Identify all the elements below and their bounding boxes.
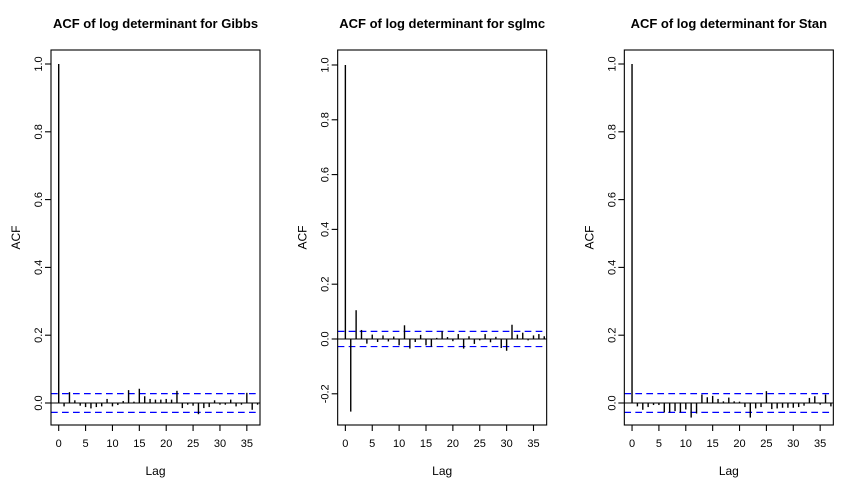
- x-tick-label: 20: [160, 438, 172, 450]
- x-axis-label: Lag: [145, 464, 165, 478]
- y-tick-label: 0.2: [606, 328, 618, 343]
- x-tick-label: 25: [760, 438, 772, 450]
- y-tick-label: 0.6: [320, 167, 332, 182]
- y-tick-label: 1.0: [33, 56, 45, 71]
- x-tick-label: 30: [787, 438, 799, 450]
- y-tick-label: 0.6: [33, 192, 45, 207]
- y-axis-label: ACF: [582, 226, 596, 250]
- acf-panel-stan: ACF of log determinant for Stan Lag ACF …: [582, 16, 834, 478]
- y-tick-label: 0.4: [33, 260, 45, 275]
- x-axis-label: Lag: [432, 464, 452, 478]
- x-tick-label: 20: [733, 438, 745, 450]
- x-tick-label: 25: [187, 438, 199, 450]
- x-tick-label: 25: [474, 438, 486, 450]
- x-tick-label: 0: [629, 438, 635, 450]
- x-tick-label: 30: [500, 438, 512, 450]
- y-tick-label: 1.0: [320, 57, 332, 72]
- y-tick-label: 0.2: [320, 277, 332, 292]
- y-tick-label: 0.8: [33, 124, 45, 139]
- x-tick-label: 30: [214, 438, 226, 450]
- panel-title: ACF of log determinant for sglmc: [339, 16, 545, 31]
- plot-box: [337, 49, 548, 426]
- plot-box: [50, 49, 261, 426]
- y-tick-label: 0.0: [606, 395, 618, 410]
- y-tick-label: 0.0: [33, 395, 45, 410]
- y-tick-label: 0.6: [606, 192, 618, 207]
- x-tick-label: 10: [680, 438, 692, 450]
- y-tick-label: 0.4: [320, 222, 332, 237]
- panel-title: ACF of log determinant for Gibbs: [53, 16, 258, 31]
- acf-panel-sglmc: ACF of log determinant for sglmc Lag ACF…: [296, 16, 548, 478]
- panel-title: ACF of log determinant for Stan: [631, 16, 828, 31]
- x-tick-label: 15: [133, 438, 145, 450]
- y-tick-label: -0.2: [320, 384, 332, 403]
- acf-bars: [58, 64, 259, 415]
- acf-bars: [344, 64, 545, 412]
- y-tick-label: 1.0: [606, 56, 618, 71]
- x-tick-label: 10: [393, 438, 405, 450]
- y-tick-label: 0.8: [606, 124, 618, 139]
- x-tick-label: 15: [420, 438, 432, 450]
- y-tick-label: 0.2: [33, 328, 45, 343]
- x-tick-label: 35: [814, 438, 826, 450]
- x-tick-label: 0: [342, 438, 348, 450]
- x-tick-label: 20: [447, 438, 459, 450]
- plot-area: 0 5 10 15 20 25 30 35 0.0 0.2 0.4 0.6 0.8 1.0: [606, 49, 834, 450]
- plot-area: 0 5 10 15 20 25 30 35 0.0 0.2 0.4 0.6 0.8 1.0: [33, 49, 261, 450]
- y-axis-label: ACF: [9, 226, 23, 250]
- x-tick-label: 15: [707, 438, 719, 450]
- plot-box: [623, 49, 834, 426]
- y-axis-label: ACF: [296, 226, 310, 250]
- y-tick-label: 0.4: [606, 260, 618, 275]
- acf-bars: [631, 64, 832, 418]
- plot-area: 0 5 10 15 20 25 30 35 -0.2 0.0 0.2 0.4 0.6 0.8 1.0: [320, 49, 548, 450]
- x-tick-label: 5: [656, 438, 662, 450]
- x-tick-label: 5: [83, 438, 89, 450]
- y-tick-label: 0.0: [320, 331, 332, 346]
- x-tick-label: 0: [56, 438, 62, 450]
- x-tick-label: 35: [527, 438, 539, 450]
- x-tick-label: 35: [241, 438, 253, 450]
- x-axis-label: Lag: [719, 464, 739, 478]
- x-tick-label: 5: [369, 438, 375, 450]
- y-tick-label: 0.8: [320, 112, 332, 127]
- x-tick-label: 10: [106, 438, 118, 450]
- acf-panel-gibbs: ACF of log determinant for Gibbs Lag ACF…: [9, 16, 261, 478]
